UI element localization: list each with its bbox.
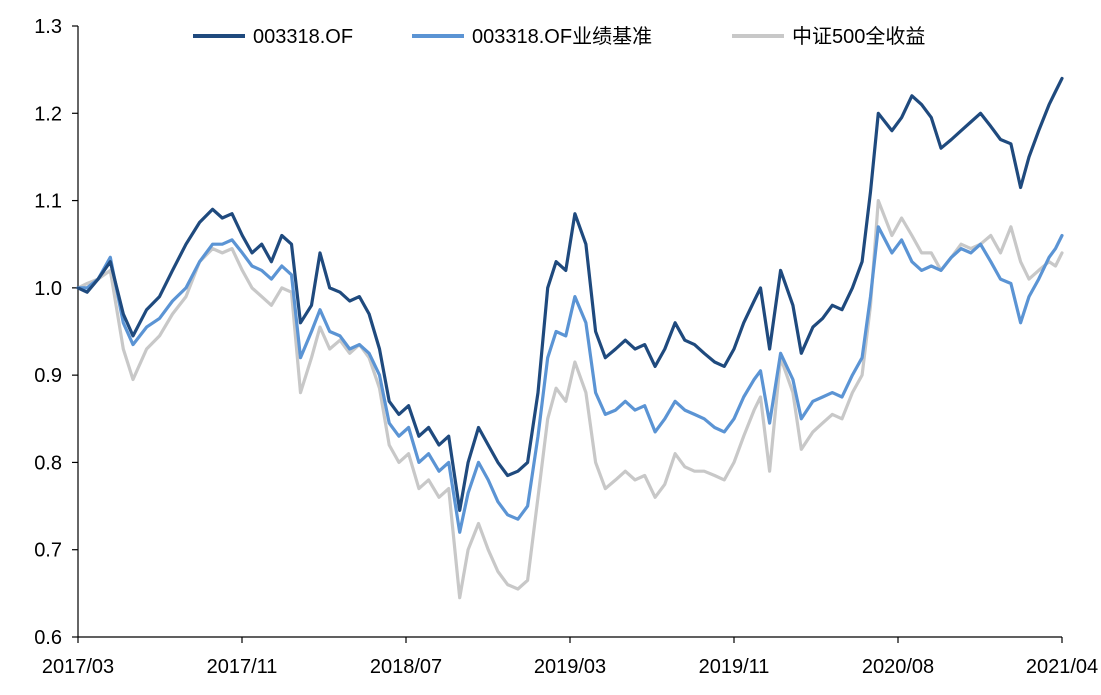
y-ticks: 0.6 0.7 0.8 0.9 1.0 1.1 1.2 1.3: [34, 16, 78, 649]
y-tick-label: 1.1: [34, 191, 62, 213]
x-tick-label: 2019/03: [534, 656, 606, 678]
x-tick-label: 2017/03: [42, 656, 114, 678]
x-ticks: 2017/03 2017/11 2018/07 2019/03 2019/11 2020/…: [42, 637, 1098, 678]
x-tick-label: 2019/11: [699, 656, 770, 678]
series-line-3: [76, 199, 1064, 600]
y-tick-label: 1.3: [34, 16, 62, 38]
axes: [77, 26, 1062, 638]
y-tick-label: 1.2: [34, 103, 62, 125]
x-tick-label: 2021/04: [1026, 656, 1098, 678]
series-line-2: [76, 225, 1064, 534]
series-line-1: [76, 76, 1064, 512]
y-tick-label: 0.9: [34, 365, 62, 387]
y-tick-label: 1.0: [34, 278, 62, 300]
y-tick-label: 0.7: [34, 540, 62, 562]
legend: 003318.OF 003318.OF业绩基准 中证500全收益: [193, 25, 925, 48]
legend-label-1: 003318.OF: [253, 26, 353, 48]
x-tick-label: 2017/11: [207, 656, 278, 678]
legend-label-2: 003318.OF业绩基准: [472, 25, 652, 48]
y-tick-label: 0.8: [34, 452, 62, 474]
y-tick-label: 0.6: [34, 627, 62, 649]
x-tick-label: 2018/07: [370, 656, 442, 678]
series-layer: [76, 76, 1064, 600]
x-tick-label: 2020/08: [862, 656, 934, 678]
legend-label-3: 中证500全收益: [792, 25, 925, 48]
